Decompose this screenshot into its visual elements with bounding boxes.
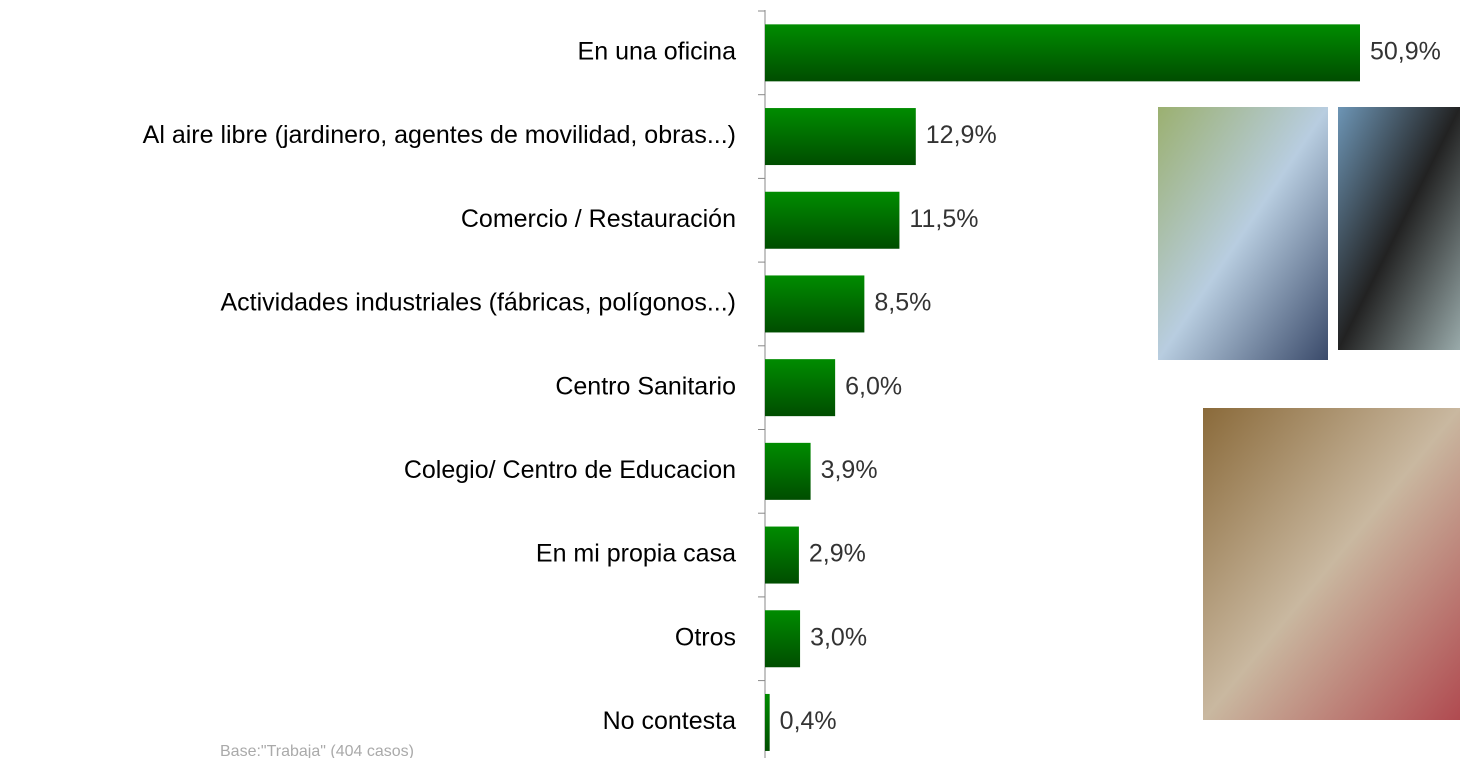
photo (1338, 107, 1460, 350)
category-label: Actividades industriales (fábricas, polí… (220, 289, 736, 317)
category-label: En mi propia casa (536, 540, 736, 568)
bar (765, 526, 799, 584)
photo (1158, 107, 1328, 360)
value-label: 8,5% (874, 289, 931, 317)
bar (765, 275, 865, 333)
bar (765, 359, 836, 417)
bar (765, 693, 770, 751)
category-label: En una oficina (578, 37, 737, 65)
value-label: 3,9% (821, 456, 878, 484)
value-label: 6,0% (845, 372, 902, 400)
value-label: 3,0% (810, 623, 867, 651)
bar (765, 24, 1360, 82)
category-label: Centro Sanitario (555, 372, 736, 400)
category-label: Otros (675, 623, 736, 651)
value-label: 12,9% (926, 121, 997, 149)
bar (765, 610, 801, 668)
bar (765, 191, 900, 249)
value-label: 11,5% (909, 205, 978, 233)
category-label: Al aire libre (jardinero, agentes de mov… (143, 121, 736, 149)
category-label: Colegio/ Centro de Educacion (404, 456, 736, 484)
category-label: No contesta (603, 707, 737, 735)
value-label: 2,9% (809, 540, 866, 568)
footnote: Base:"Trabaja" (404 casos) (220, 743, 414, 758)
value-label: 0,4% (780, 707, 837, 735)
photo (1203, 408, 1460, 720)
category-label: Comercio / Restauración (461, 205, 736, 233)
bar (765, 442, 811, 500)
value-label: 50,9% (1370, 37, 1441, 65)
bar (765, 108, 916, 166)
